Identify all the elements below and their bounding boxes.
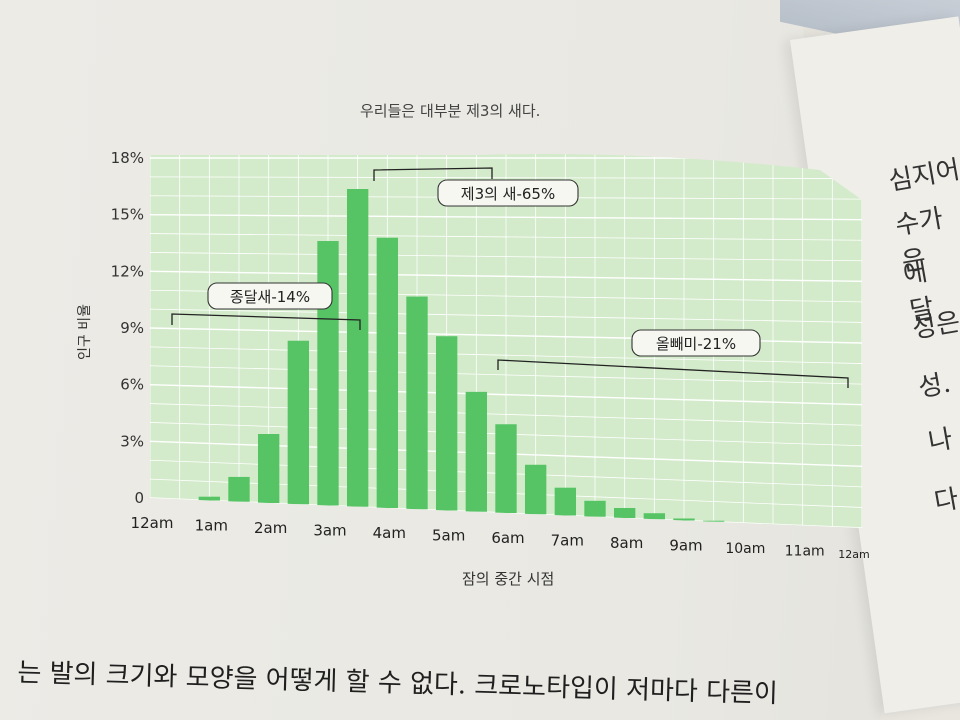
annotation-label: 올빼미-21% — [656, 335, 736, 353]
x-tick-label: 3am — [313, 522, 346, 540]
annotation-bracket — [171, 313, 361, 330]
bar-8am — [613, 508, 636, 518]
bar-2am — [257, 434, 280, 503]
bars — [198, 189, 725, 522]
y-tick-label: 9% — [120, 319, 144, 337]
y-tick-label: 15% — [111, 206, 144, 224]
x-tick-label: 9am — [669, 537, 702, 555]
x-tick-label: 2am — [254, 519, 287, 537]
bar-9am — [673, 518, 695, 521]
x-axis-label: 잠의 중간 시점 — [462, 570, 555, 588]
annotations: 종달새-14% 제3의 새-65% 올빼미-21% — [171, 167, 849, 388]
bar-5am — [435, 336, 458, 511]
x-tick-label: 1am — [195, 517, 228, 535]
annotation-bracket — [497, 359, 849, 388]
y-tick-label: 18% — [111, 149, 144, 167]
x-tick-label: 12am — [838, 548, 869, 561]
y-tick-label: 0 — [134, 489, 144, 507]
bar-4am — [376, 237, 399, 508]
bar-4:30 — [406, 296, 428, 510]
annotation-bracket — [373, 167, 493, 181]
annotation-label: 제3의 새-65% — [461, 185, 555, 203]
bar-6am — [495, 424, 517, 513]
x-tick-label: 4am — [373, 524, 406, 542]
y-tick-labels: 0 3% 6% 9% 12% 15% 18% — [111, 149, 144, 507]
x-tick-label: 7am — [551, 532, 584, 550]
y-tick-label: 12% — [111, 262, 144, 280]
x-tick-label: 6am — [491, 529, 524, 547]
bar-7:30 — [584, 500, 606, 517]
bar-5:30 — [465, 391, 488, 512]
annotation-box — [437, 179, 579, 207]
bar-6:30 — [524, 464, 547, 515]
bar-2:30 — [287, 340, 310, 505]
annotation-box — [207, 282, 333, 310]
chart-title: 우리들은 대부분 제3의 새다. — [360, 102, 541, 120]
bar-8:30 — [643, 513, 666, 520]
bar-1am — [198, 496, 221, 501]
bar-3:30 — [346, 189, 369, 507]
x-tick-label: 8am — [610, 534, 643, 552]
annotation-label: 종달새-14% — [230, 288, 310, 306]
bar-7am — [554, 487, 577, 516]
x-tick-label: 12am — [131, 514, 174, 532]
bar-9:30 — [702, 520, 725, 522]
y-tick-label: 3% — [120, 432, 144, 450]
x-tick-label: 11am — [785, 544, 825, 560]
x-tick-label: 10am — [725, 541, 765, 557]
bar-3am — [317, 241, 339, 506]
x-tick-labels: 12am 1am 2am 3am 4am 5am 6am 7am 8am 9am 10am 11am 1… — [131, 514, 870, 561]
bar-1:30 — [228, 476, 250, 502]
x-tick-label: 5am — [432, 527, 465, 545]
annotation-box — [631, 329, 761, 357]
y-tick-label: 6% — [120, 376, 144, 394]
